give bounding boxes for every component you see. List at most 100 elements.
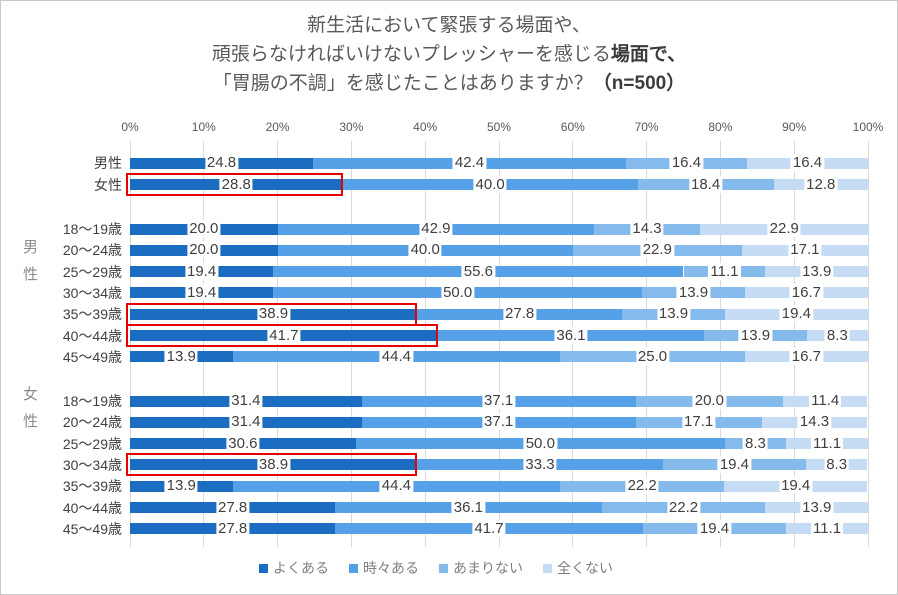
row-label: 45〜49歳 xyxy=(62,520,122,537)
legend-swatch xyxy=(349,563,358,573)
title-line-3: 「胃腸の不調」を感じたことはありますか？（n=500） xyxy=(1,69,897,98)
x-axis-tick-label: 40% xyxy=(413,120,438,134)
row-label: 45〜49歳 xyxy=(62,348,122,365)
bar-value-label: 13.9 xyxy=(656,305,691,323)
x-axis-tick-label: 90% xyxy=(782,120,807,134)
bar-value-label: 20.0 xyxy=(187,220,221,237)
x-axis-tick-label: 80% xyxy=(708,120,733,134)
bar-value-label: 13.9 xyxy=(164,477,198,495)
bar-value-label: 42.4 xyxy=(452,154,487,171)
bar-value-label: 8.3 xyxy=(743,434,768,452)
legend-swatch xyxy=(439,563,448,573)
bar-value-label: 44.4 xyxy=(379,347,414,365)
title-line-2-emphasis: 場面で、 xyxy=(610,44,687,65)
bar-value-label: 11.1 xyxy=(810,519,844,537)
group-label-char: 女 xyxy=(22,386,38,403)
title-line-1-text: 新生活において緊張する場面や、 xyxy=(307,15,591,36)
bar-value-label: 11.1 xyxy=(708,262,741,280)
bar-value-label: 19.4 xyxy=(184,283,219,301)
row-label: 25〜29歳 xyxy=(62,263,122,280)
group-label-char: 性 xyxy=(22,413,38,430)
bar-value-label: 25.0 xyxy=(635,347,670,365)
group-label: 男性 xyxy=(22,238,39,292)
legend: よくある 時々ある あまりない 全くない xyxy=(259,558,613,578)
bar-value-label: 20.0 xyxy=(187,241,221,259)
bar-value-label: 42.9 xyxy=(419,220,453,237)
x-axis-tick-label: 20% xyxy=(265,120,290,134)
legend-item: 全くない xyxy=(543,558,613,578)
bar-value-label: 19.4 xyxy=(717,455,752,473)
row-label: 35〜39歳 xyxy=(62,478,122,495)
bar-value-label: 37.1 xyxy=(482,392,516,409)
bar-value-label: 13.9 xyxy=(676,283,711,301)
bar-value-label: 38.9 xyxy=(256,455,291,473)
bar-value-label: 13.9 xyxy=(800,498,834,516)
bar-value-label: 41.7 xyxy=(472,519,506,537)
bar-value-label: 31.4 xyxy=(229,392,263,409)
bar-value-label: 41.7 xyxy=(267,326,301,344)
group-label-char: 性 xyxy=(22,266,38,283)
gridline xyxy=(498,141,500,547)
legend-swatch xyxy=(259,563,268,573)
legend-label: よくある xyxy=(273,560,329,576)
title-line-2: 頑張らなければいけないプレッシャーを感じる場面で、 xyxy=(1,40,897,69)
bar-value-label: 17.1 xyxy=(788,241,822,259)
bar-value-label: 11.1 xyxy=(810,434,844,452)
bar-value-label: 22.2 xyxy=(666,498,701,516)
bar-value-label: 17.1 xyxy=(682,413,716,431)
row-label: 女性 xyxy=(94,176,122,193)
gridline xyxy=(793,141,795,547)
bar-value-label: 16.4 xyxy=(790,154,825,171)
row-label: 30〜34歳 xyxy=(62,456,122,473)
group-label-char: 男 xyxy=(22,239,38,256)
row-label: 25〜29歳 xyxy=(62,435,122,452)
row-label: 20〜24歳 xyxy=(62,242,122,259)
bar-value-label: 13.9 xyxy=(800,262,834,280)
bar-value-label: 19.4 xyxy=(779,305,814,323)
bar-value-label: 44.4 xyxy=(379,477,414,495)
gridline xyxy=(350,141,352,547)
title-sample-size: （n=500） xyxy=(592,73,686,94)
legend-item: あまりない xyxy=(439,558,523,578)
row-label: 18〜19歳 xyxy=(62,393,122,409)
bar-value-label: 18.4 xyxy=(689,175,723,193)
bar-value-label: 27.8 xyxy=(503,305,537,323)
x-axis-tick-label: 50% xyxy=(486,120,512,134)
gridline xyxy=(203,141,205,547)
bar-value-label: 16.7 xyxy=(789,283,823,301)
chart-title: 新生活において緊張する場面や、 頑張らなければいけないプレッシャーを感じる場面で… xyxy=(1,11,897,98)
bar-value-label: 22.2 xyxy=(625,477,659,495)
gridline xyxy=(277,141,279,547)
row-label: 35〜39歳 xyxy=(62,306,122,323)
bar-value-label: 19.4 xyxy=(779,477,813,495)
legend-item: 時々ある xyxy=(349,558,419,578)
x-axis-tick-label: 10% xyxy=(191,120,216,134)
bar-value-label: 30.6 xyxy=(226,434,260,452)
bar-value-label: 33.3 xyxy=(523,455,557,473)
bar-value-label: 50.0 xyxy=(441,283,475,301)
bar-value-label: 8.3 xyxy=(824,455,850,473)
bar-value-label: 40.0 xyxy=(408,241,442,259)
x-axis-tick-label: 100% xyxy=(852,120,884,134)
gridline xyxy=(129,141,131,547)
legend-swatch xyxy=(543,563,552,573)
gridline xyxy=(424,141,426,547)
bar-value-label: 24.8 xyxy=(204,154,239,171)
bar-value-label: 22.9 xyxy=(767,220,801,237)
bar-value-label: 16.7 xyxy=(789,347,823,365)
bar-value-label: 11.4 xyxy=(809,392,842,409)
bar-value-label: 37.1 xyxy=(482,413,516,431)
bar-value-label: 31.4 xyxy=(229,413,263,431)
x-axis-tick-label: 60% xyxy=(560,120,585,134)
bar-value-label: 13.9 xyxy=(164,347,198,365)
legend-label: 全くない xyxy=(557,560,613,576)
x-axis-tick-label: 30% xyxy=(339,120,364,134)
bar-value-label: 55.6 xyxy=(461,262,495,280)
title-line-2-text: 頑張らなければいけないプレッシャーを感じる xyxy=(211,44,611,65)
row-label: 40〜44歳 xyxy=(62,327,122,344)
group-label: 女性 xyxy=(22,385,39,439)
title-line-1: 新生活において緊張する場面や、 xyxy=(1,11,897,40)
row-label: 18〜19歳 xyxy=(62,221,122,237)
x-axis-tick-label: 0% xyxy=(121,120,139,134)
row-label: 40〜44歳 xyxy=(62,499,122,516)
